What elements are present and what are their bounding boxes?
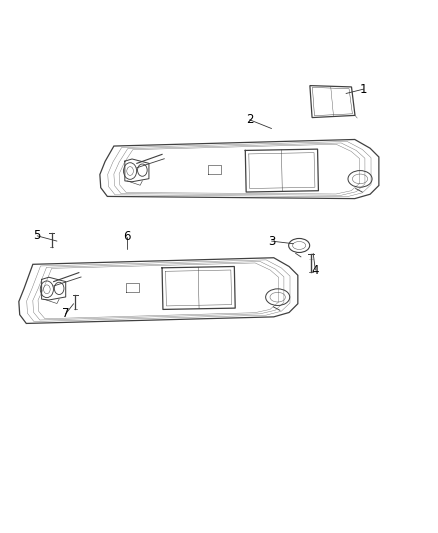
Text: 2: 2 <box>246 114 254 126</box>
Text: 7: 7 <box>62 308 70 320</box>
Text: 5: 5 <box>34 229 41 243</box>
Text: 1: 1 <box>360 83 367 95</box>
Text: 6: 6 <box>123 230 131 243</box>
Text: 3: 3 <box>268 235 275 248</box>
Text: 4: 4 <box>311 263 319 277</box>
